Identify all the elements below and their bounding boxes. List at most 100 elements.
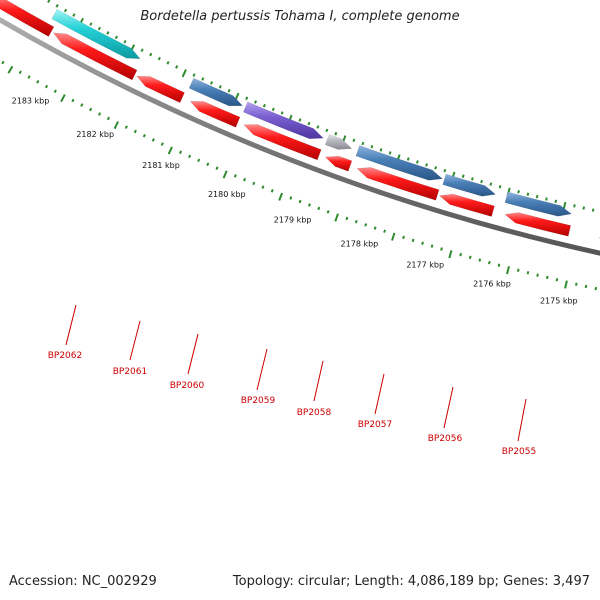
forward-gene-arrow[interactable] xyxy=(243,124,322,161)
ruler-tick xyxy=(1,60,5,65)
ruler-tick xyxy=(516,268,520,272)
ruler-tick xyxy=(468,255,472,260)
forward-gene-arrow[interactable] xyxy=(438,193,495,217)
ruler-tick xyxy=(106,116,111,121)
ruler-tick xyxy=(461,174,465,178)
ruler-tick xyxy=(289,196,293,200)
ruler-tick xyxy=(18,70,22,75)
ruler-tick xyxy=(44,84,49,89)
forward-gene-arrow[interactable] xyxy=(189,101,241,128)
ruler-tick xyxy=(388,151,392,155)
gene-arrow[interactable] xyxy=(51,8,141,60)
ruler-tick xyxy=(97,26,101,31)
ruler-tick xyxy=(478,258,482,262)
ruler-tick xyxy=(391,232,396,241)
ruler-tick xyxy=(106,31,110,35)
ruler-tick xyxy=(215,166,219,170)
label-leader-line xyxy=(374,373,385,415)
ruler-tick xyxy=(383,229,387,233)
gene-arrow[interactable] xyxy=(355,145,443,181)
ruler-tick xyxy=(271,107,275,112)
ruler-tick xyxy=(227,88,231,93)
ruler-tick xyxy=(298,118,302,122)
label-leader-line xyxy=(65,304,77,346)
ruler-tick xyxy=(411,238,415,243)
ruler-tick xyxy=(181,69,187,78)
ruler-tick xyxy=(166,61,170,65)
ruler-label: 2176 kbp xyxy=(473,280,511,289)
ruler-tick xyxy=(270,189,274,193)
ruler-tick xyxy=(151,138,155,142)
forward-gene-arrow[interactable] xyxy=(356,167,440,201)
gene-arrow[interactable] xyxy=(504,191,572,217)
ruler-tick xyxy=(60,94,66,103)
ruler-label: 2177 kbp xyxy=(406,261,444,270)
ruler-tick xyxy=(370,144,374,149)
gene-arrow[interactable] xyxy=(188,77,244,107)
gene-label[interactable]: BP2058 xyxy=(297,408,332,418)
genome-summary: Topology: circular; Length: 4,086,189 bp… xyxy=(232,574,590,589)
ruler-tick xyxy=(89,107,93,112)
ruler-tick xyxy=(448,250,453,259)
backbone-layer xyxy=(0,16,600,256)
ruler-tick xyxy=(167,146,173,155)
label-leader-line xyxy=(313,360,324,402)
ruler-tick xyxy=(488,260,491,265)
ruler-tick xyxy=(218,85,222,89)
ruler-tick xyxy=(545,197,548,201)
ruler-tick xyxy=(443,168,447,173)
forward-gene-arrow[interactable] xyxy=(52,32,138,81)
gene-arrow[interactable] xyxy=(324,134,353,150)
ruler-tick xyxy=(27,75,31,79)
ruler-tick xyxy=(535,194,539,199)
ruler-tick xyxy=(160,142,164,146)
accession-label: Accession: NC_002929 xyxy=(9,574,157,589)
ruler-tick xyxy=(175,65,179,69)
ruler-tick xyxy=(280,111,284,115)
gene-label[interactable]: BP2060 xyxy=(170,381,205,391)
gene-arrow[interactable] xyxy=(442,173,497,197)
ruler-tick xyxy=(402,235,405,240)
forward-gene-arrow[interactable] xyxy=(504,212,572,237)
ruler-tick xyxy=(406,157,410,161)
forward-gene-arrow[interactable] xyxy=(136,75,185,103)
ruler-tick xyxy=(364,223,368,227)
leader-layer xyxy=(65,304,527,442)
ruler-tick xyxy=(591,208,595,212)
ruler-tick xyxy=(113,121,119,130)
ruler-tick xyxy=(123,39,127,44)
forward-gene-arrow[interactable] xyxy=(0,0,55,37)
ruler-label-layer: 2183 kbp 2182 kbp 2181 kbp 2180 kbp 2179 kbp… xyxy=(12,97,578,306)
ruler-tick xyxy=(471,177,474,181)
gene-arrow[interactable] xyxy=(243,101,324,140)
ruler-tick xyxy=(517,190,520,194)
ruler-tick xyxy=(307,203,311,207)
gene-label[interactable]: BP2055 xyxy=(502,447,537,457)
ruler-tick xyxy=(497,263,501,267)
ruler-tick xyxy=(573,204,576,208)
ruler-tick xyxy=(140,48,144,53)
gene-label[interactable]: BP2056 xyxy=(428,434,463,444)
ruler-tick xyxy=(71,98,75,103)
ruler-label: 2183 kbp xyxy=(12,97,50,106)
ruler-tick xyxy=(316,125,320,129)
gene-label[interactable]: BP2061 xyxy=(113,367,148,377)
ruler-label: 2179 kbp xyxy=(274,216,312,225)
ruler-label: 2175 kbp xyxy=(540,296,578,305)
genome-backbone xyxy=(0,16,600,256)
ruler-tick xyxy=(97,112,102,116)
ruler-tick xyxy=(326,210,330,214)
gene-label[interactable]: BP2057 xyxy=(358,420,393,430)
ruler-tick xyxy=(430,244,434,248)
ruler-tick xyxy=(63,8,68,13)
genome-title: Bordetella pertussis Tohama I, complete … xyxy=(140,9,460,24)
ruler-tick xyxy=(149,52,153,57)
ruler-tick xyxy=(192,73,196,77)
forward-gene-arrow[interactable] xyxy=(324,155,353,172)
ruler-tick xyxy=(373,226,377,230)
ruler-tick xyxy=(188,154,192,159)
gene-label[interactable]: BP2059 xyxy=(241,396,276,406)
gene-label[interactable]: BP2062 xyxy=(48,351,83,361)
